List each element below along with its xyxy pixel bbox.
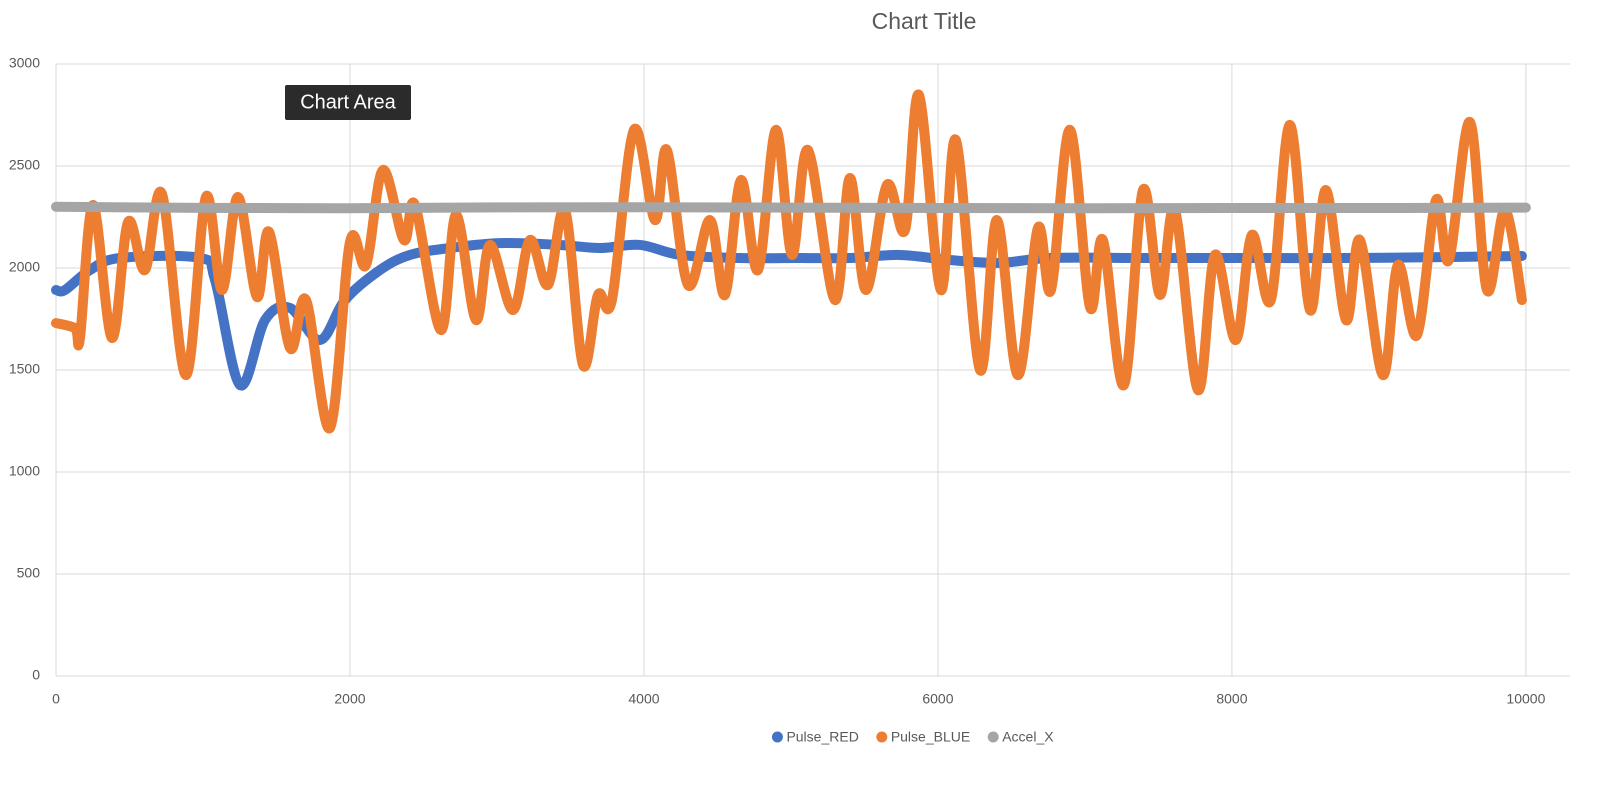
y-tick-label: 1000 — [9, 463, 40, 479]
legend-label: Pulse_RED — [786, 729, 858, 745]
x-tick-label: 10000 — [1506, 691, 1545, 707]
x-tick-label: 2000 — [334, 691, 365, 707]
x-tick-label: 0 — [52, 691, 60, 707]
series-line — [51, 201, 1531, 214]
x-tick-label: 4000 — [628, 691, 659, 707]
y-tick-label: 2500 — [9, 157, 40, 173]
y-tick-label: 2000 — [9, 259, 40, 275]
legend-marker — [987, 731, 999, 743]
legend-marker — [876, 731, 888, 743]
y-tick-label: 500 — [17, 565, 41, 581]
x-tick-label: 6000 — [922, 691, 953, 707]
tooltip-box — [285, 85, 411, 120]
chart-title: Chart Title — [872, 8, 977, 34]
y-tick-label: 1500 — [9, 361, 40, 377]
y-tick-label: 0 — [32, 667, 40, 683]
tooltip-text: Chart Area — [300, 91, 396, 113]
x-tick-label: 8000 — [1216, 691, 1247, 707]
legend-label: Pulse_BLUE — [891, 729, 970, 745]
legend-marker — [771, 731, 783, 743]
series-line — [51, 89, 1527, 433]
legend-label: Accel_X — [1002, 729, 1054, 745]
tooltip: Chart Area — [285, 85, 411, 120]
y-tick-label: 3000 — [9, 55, 40, 71]
